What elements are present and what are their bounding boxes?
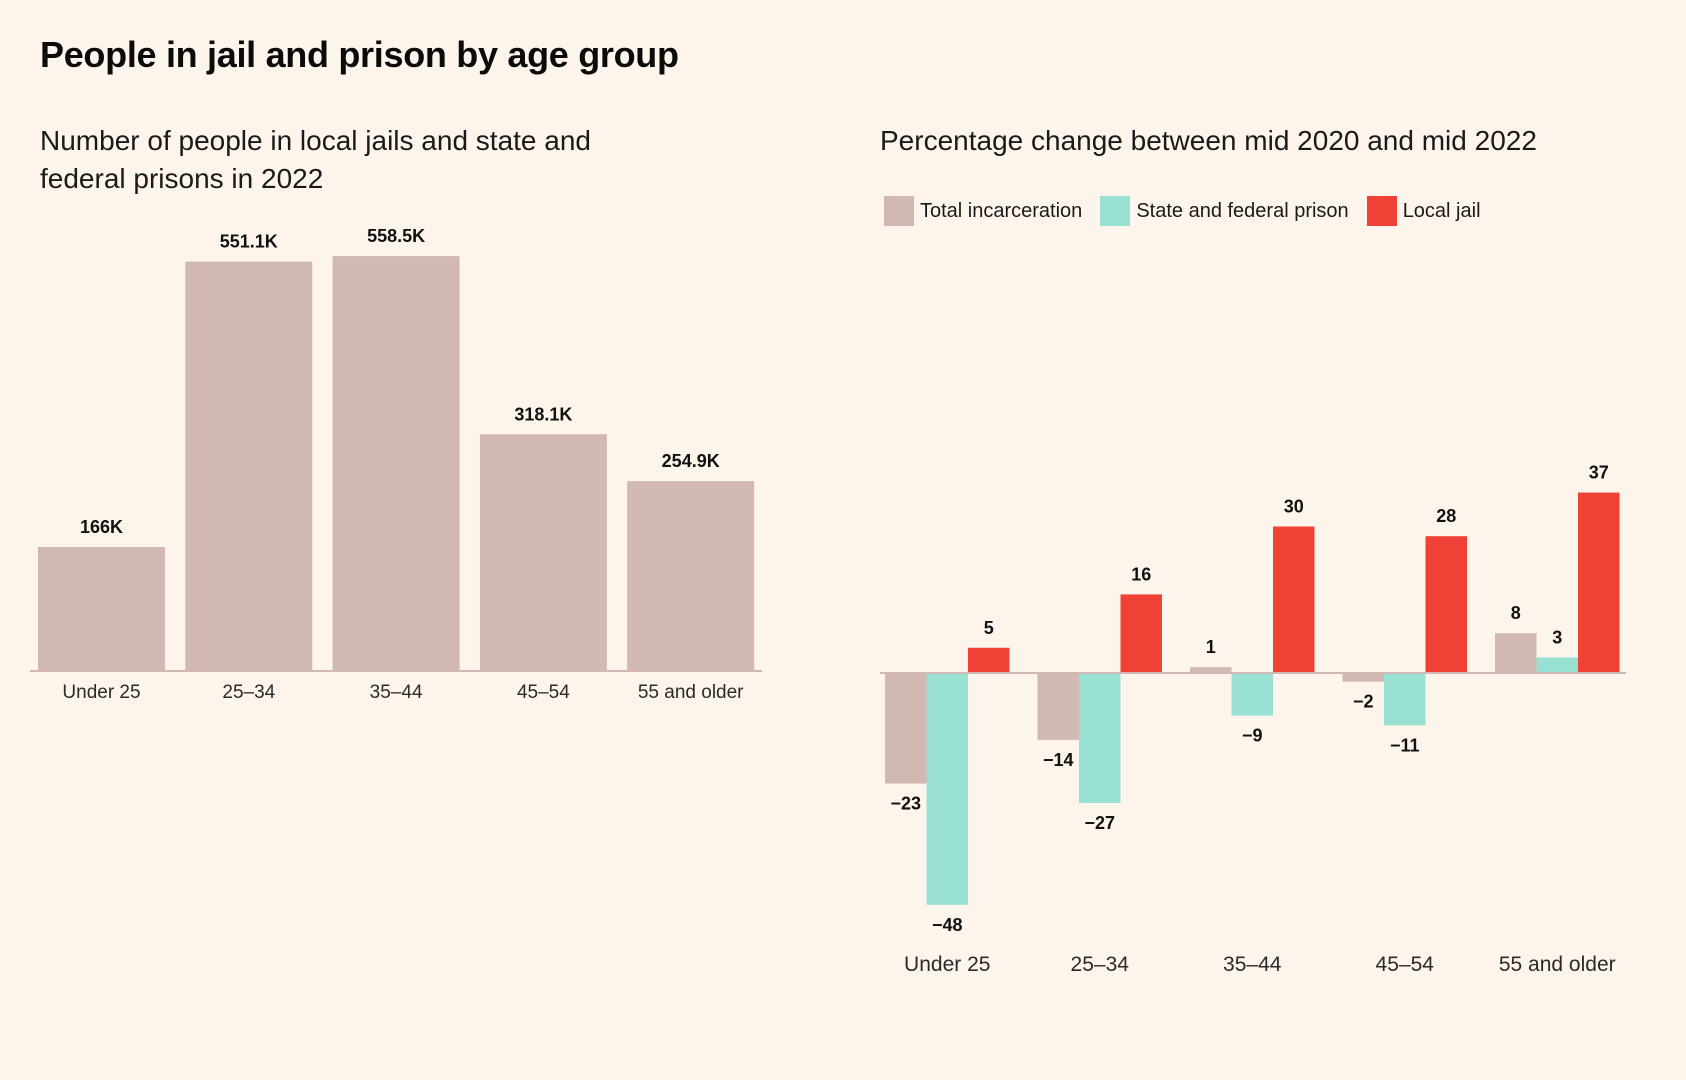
value-label-change-1-1: −27 — [1084, 813, 1115, 833]
legend-item-total: Total incarceration — [884, 196, 1082, 226]
bar-change-2-2 — [1273, 526, 1315, 672]
bar-change-1-0 — [1037, 672, 1079, 740]
legend-swatch-total — [884, 196, 914, 226]
category-label-right-1: 25–34 — [1071, 953, 1130, 976]
value-label-count-0: 166K — [80, 517, 123, 537]
category-label-left-2: 35–44 — [370, 682, 423, 703]
category-label-right-2: 35–44 — [1223, 953, 1282, 976]
value-label-change-2-2: 30 — [1284, 497, 1304, 517]
legend-swatch-prison — [1100, 196, 1131, 226]
bar-change-1-2 — [1120, 594, 1162, 672]
legend-item-jail: Local jail — [1366, 196, 1481, 226]
right-chart-title: Percentage change between mid 2020 and m… — [880, 125, 1537, 156]
bar-change-2-1 — [1231, 672, 1273, 716]
value-label-change-3-1: −11 — [1390, 735, 1420, 755]
page-title: People in jail and prison by age group — [40, 34, 679, 75]
legend-swatch-jail — [1366, 196, 1397, 226]
value-label-count-1: 551.1K — [220, 232, 278, 252]
value-label-change-2-0: 1 — [1206, 637, 1216, 657]
category-label-left-3: 45–54 — [517, 682, 570, 703]
bar-count-1 — [185, 261, 313, 670]
category-label-left-1: 25–34 — [222, 682, 275, 703]
bar-change-2-0 — [1190, 667, 1232, 672]
value-label-change-0-1: −48 — [932, 915, 963, 935]
left-chart-title: Number of people in local jails and stat… — [40, 125, 592, 194]
bar-change-1-1 — [1079, 672, 1121, 803]
category-label-right-3: 45–54 — [1376, 953, 1435, 976]
category-label-right-4: 55 and older — [1499, 953, 1616, 976]
value-label-change-2-1: −9 — [1242, 726, 1263, 746]
legend-label-prison: State and federal prison — [1136, 199, 1349, 222]
bar-change-3-2 — [1425, 536, 1467, 672]
bar-change-3-1 — [1384, 672, 1426, 726]
category-label-left-0: Under 25 — [62, 682, 140, 703]
value-label-change-0-2: 5 — [984, 618, 994, 638]
bar-count-3 — [479, 434, 607, 670]
bar-change-4-2 — [1578, 492, 1620, 672]
value-label-count-2: 558.5K — [367, 226, 425, 246]
legend-label-total: Total incarceration — [920, 199, 1083, 222]
category-label-right-0: Under 25 — [904, 953, 990, 976]
value-label-change-3-2: 28 — [1436, 506, 1456, 526]
bar-count-0 — [38, 546, 165, 670]
category-label-left-4: 55 and older — [638, 682, 744, 703]
value-label-count-4: 254.9K — [662, 451, 720, 471]
bar-change-0-2 — [968, 647, 1010, 672]
value-label-change-4-0: 8 — [1511, 603, 1521, 623]
legend-label-jail: Local jail — [1402, 199, 1481, 222]
bar-change-4-0 — [1495, 633, 1537, 672]
bar-change-4-1 — [1536, 657, 1578, 672]
legend-item-prison: State and federal prison — [1100, 196, 1349, 226]
value-label-change-4-1: 3 — [1552, 627, 1562, 647]
bar-change-3-0 — [1342, 672, 1384, 682]
value-label-change-1-0: −14 — [1043, 750, 1074, 770]
bar-change-0-0 — [885, 672, 927, 784]
value-label-count-3: 318.1K — [514, 404, 572, 424]
value-label-change-1-2: 16 — [1131, 564, 1151, 584]
bar-change-0-1 — [926, 672, 968, 905]
legend: Total incarceration State and federal pr… — [884, 196, 1499, 226]
value-label-change-3-0: −2 — [1353, 692, 1374, 712]
value-label-change-0-0: −23 — [890, 794, 921, 814]
bar-count-4 — [627, 481, 755, 670]
bar-count-2 — [332, 256, 460, 670]
value-label-change-4-2: 37 — [1589, 463, 1609, 483]
